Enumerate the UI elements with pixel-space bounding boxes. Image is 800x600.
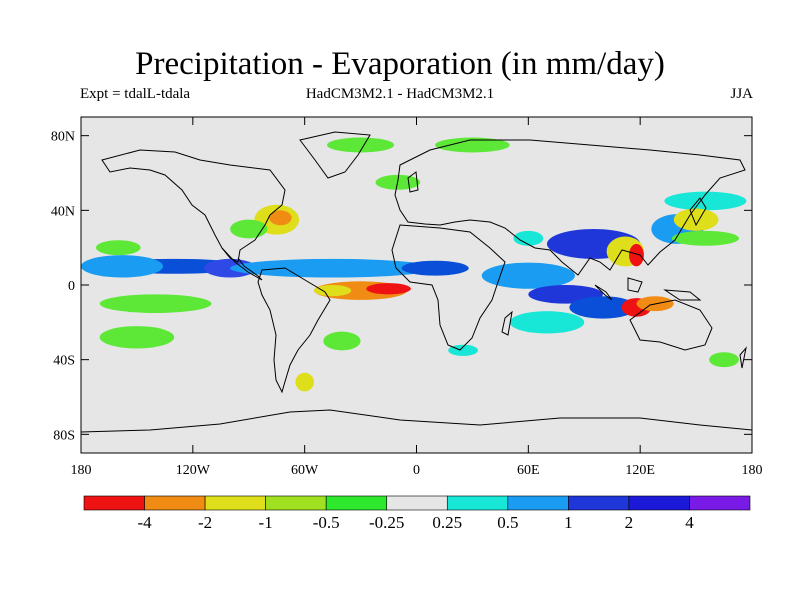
colorbar-label: 4 bbox=[685, 513, 694, 532]
anomaly-region bbox=[448, 344, 479, 356]
anomaly-region bbox=[313, 285, 352, 297]
model-comparison-label: HadCM3M2.1 - HadCM3M2.1 bbox=[305, 86, 495, 102]
coastline-africa bbox=[391, 224, 506, 351]
colorbar-swatch bbox=[325, 495, 388, 511]
anomaly-region bbox=[435, 137, 510, 153]
colorbar-swatch bbox=[507, 495, 569, 511]
anomaly-region bbox=[513, 230, 544, 246]
anomaly-region bbox=[323, 331, 361, 351]
latitude-axis: 80N 40N 0 40S 80S bbox=[51, 130, 752, 443]
colorbar-label: -0.5 bbox=[313, 513, 340, 532]
coastline-eurasia bbox=[394, 139, 746, 276]
colorbar: -4 -2 -1 -0.5 -0.25 0.25 0.5 1 2 4 bbox=[83, 495, 751, 532]
anomaly-region bbox=[401, 260, 469, 276]
longitude-axis: 180 120W 60W 0 60E 120E 180 bbox=[71, 117, 763, 478]
colorbar-swatch bbox=[204, 495, 266, 511]
lat-tick-label: 40S bbox=[53, 354, 75, 369]
coastline-new-zealand bbox=[739, 346, 747, 369]
coastline-australia bbox=[629, 299, 713, 351]
anomaly-region bbox=[81, 255, 164, 278]
anomaly-region bbox=[671, 230, 739, 246]
anomaly-region bbox=[230, 219, 268, 239]
lat-tick-label: 80S bbox=[53, 428, 75, 443]
coastline-central-america bbox=[221, 247, 263, 281]
anomaly-region bbox=[99, 326, 175, 349]
lon-tick-label: 60E bbox=[517, 463, 540, 478]
anomaly-region bbox=[99, 294, 212, 313]
anomaly-region bbox=[673, 208, 719, 231]
anomaly-region bbox=[95, 240, 141, 256]
colorbar-swatch bbox=[386, 495, 448, 511]
colorbar-swatch bbox=[446, 495, 509, 511]
experiment-label: Expt = tdalL-tdala bbox=[80, 86, 191, 102]
colorbar-swatch bbox=[568, 495, 630, 511]
anomaly-region bbox=[327, 137, 395, 153]
lon-tick-label: 180 bbox=[742, 463, 763, 478]
anomaly-region bbox=[709, 352, 739, 368]
coastline-sumatra bbox=[594, 284, 613, 301]
map-background bbox=[81, 117, 752, 453]
colorbar-label: -1 bbox=[259, 513, 273, 532]
coastline-madagascar bbox=[501, 310, 513, 336]
colorbar-label: 0.5 bbox=[497, 513, 518, 532]
coastline-layer bbox=[81, 131, 752, 433]
colorbar-label: 2 bbox=[625, 513, 634, 532]
coastline-borneo bbox=[627, 277, 643, 293]
colorbar-label: 1 bbox=[564, 513, 573, 532]
lon-tick-label: 120W bbox=[176, 463, 211, 478]
colorbar-label: -4 bbox=[137, 513, 152, 532]
anomaly-region bbox=[230, 258, 436, 278]
lat-tick-label: 80N bbox=[51, 130, 75, 145]
lat-tick-label: 40N bbox=[51, 204, 75, 219]
coastline-british-isles bbox=[407, 171, 419, 193]
colorbar-swatch bbox=[265, 495, 327, 511]
colorbar-label: 0.25 bbox=[432, 513, 462, 532]
plot-title: Precipitation - Evaporation (in mm/day) bbox=[135, 46, 665, 82]
anomaly-region bbox=[628, 243, 644, 267]
colorbar-label: -2 bbox=[198, 513, 212, 532]
colorbar-label: -0.25 bbox=[369, 513, 404, 532]
coastline-south-america bbox=[257, 267, 331, 394]
anomaly-layer bbox=[81, 137, 747, 392]
colorbar-swatch bbox=[144, 495, 206, 511]
coastline-new-guinea bbox=[663, 289, 702, 301]
lat-tick-label: 0 bbox=[68, 279, 75, 294]
anomaly-region bbox=[569, 296, 637, 319]
coastline-antarctica bbox=[81, 409, 752, 433]
colorbar-swatch bbox=[689, 495, 751, 511]
coastline-north-america bbox=[101, 149, 286, 263]
lon-tick-label: 0 bbox=[413, 463, 420, 478]
colorbar-swatch bbox=[628, 495, 690, 511]
anomaly-region bbox=[481, 262, 575, 289]
season-label: JJA bbox=[730, 86, 753, 102]
colorbar-swatch bbox=[83, 495, 145, 511]
lon-tick-label: 60W bbox=[291, 463, 319, 478]
lon-tick-label: 120E bbox=[625, 463, 655, 478]
anomaly-region bbox=[366, 283, 411, 295]
coastline-greenland bbox=[299, 131, 371, 179]
lon-tick-label: 180 bbox=[71, 463, 92, 478]
coastline-japan bbox=[689, 197, 707, 227]
anomaly-region bbox=[295, 372, 314, 392]
anomaly-region bbox=[664, 191, 747, 211]
anomaly-region bbox=[509, 311, 585, 334]
anomaly-region bbox=[269, 210, 292, 226]
